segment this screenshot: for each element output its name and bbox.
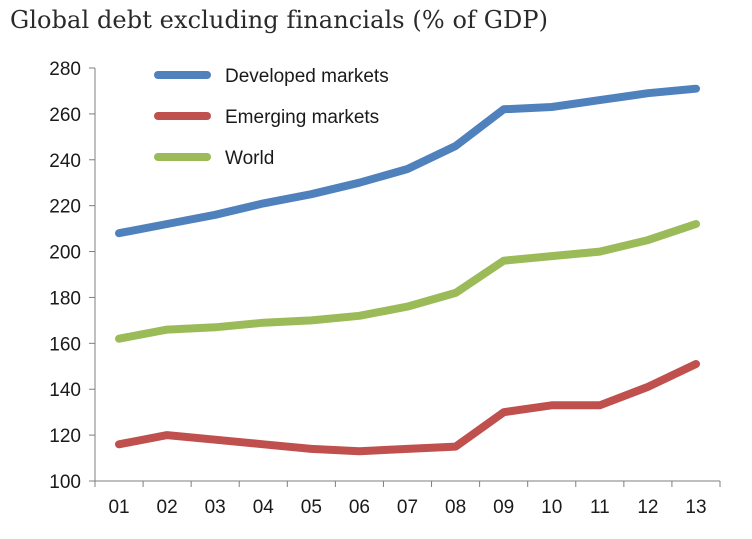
chart-title: Global debt excluding financials (% of G… — [10, 6, 549, 34]
axes: 100 120 140 160 180 200 220 240 260 280 01 02 03 04 05… — [49, 59, 721, 518]
y-tick-label: 100 — [49, 472, 81, 493]
legend-label-emerging-markets: Emerging markets — [225, 107, 379, 128]
x-tick-label: 02 — [157, 497, 178, 518]
x-tick-label: 01 — [108, 497, 129, 518]
series-line-world — [115, 220, 700, 343]
x-tick-label: 09 — [493, 497, 514, 518]
y-tick-label: 220 — [49, 197, 81, 218]
x-tick-label: 10 — [541, 497, 562, 518]
y-tick-label: 240 — [49, 151, 81, 172]
legend-label-developed-markets: Developed markets — [225, 66, 389, 87]
x-tick-label: 13 — [685, 497, 706, 518]
y-tick-label: 260 — [49, 105, 81, 126]
y-tick-label: 200 — [49, 243, 81, 264]
x-tick-label: 11 — [590, 497, 610, 518]
x-tick-label: 08 — [445, 497, 466, 518]
series-line-emerging-markets — [115, 360, 700, 456]
series-lines — [115, 84, 700, 456]
x-tick-label: 07 — [397, 497, 418, 518]
series-line-developed-markets — [115, 84, 700, 238]
x-tick-label: 05 — [301, 497, 322, 518]
legend: Developed markets Emerging markets World — [154, 66, 389, 169]
y-tick-label: 280 — [49, 59, 81, 80]
legend-label-world: World — [225, 148, 274, 169]
x-tick-label: 06 — [349, 497, 370, 518]
y-tick-label: 120 — [49, 426, 81, 447]
x-tick-label: 04 — [253, 497, 275, 518]
x-tick-label: 03 — [205, 497, 226, 518]
x-tick-label: 12 — [637, 497, 658, 518]
y-tick-label: 180 — [49, 288, 81, 309]
y-tick-label: 160 — [49, 334, 81, 355]
y-tick-label: 140 — [49, 380, 81, 401]
